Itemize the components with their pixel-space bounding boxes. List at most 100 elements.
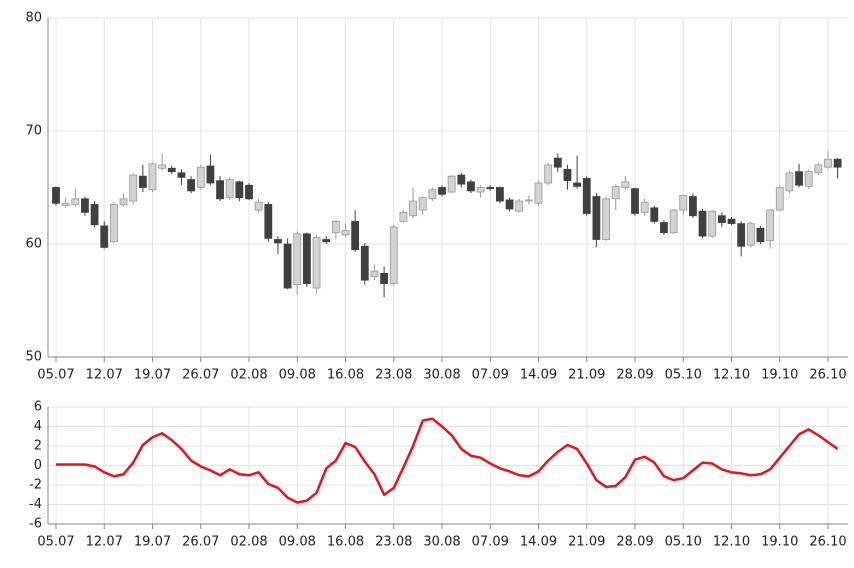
y-tick-label: -4 bbox=[29, 497, 42, 512]
candle-body bbox=[129, 174, 138, 202]
candle-body bbox=[824, 158, 832, 168]
x-tick-label: 02.08 bbox=[230, 535, 267, 550]
candle-body bbox=[756, 227, 765, 243]
x-tick-label: 16.08 bbox=[327, 368, 364, 383]
candle-body bbox=[573, 182, 581, 187]
x-tick-label: 12.10 bbox=[713, 535, 750, 550]
candle-body bbox=[708, 210, 717, 237]
candle-body bbox=[650, 207, 659, 222]
x-tick-label: 14.09 bbox=[520, 368, 557, 383]
x-tick-label: 30.08 bbox=[423, 535, 460, 550]
candle-body bbox=[187, 179, 196, 192]
candle-body bbox=[515, 200, 524, 212]
candle-body bbox=[370, 270, 379, 278]
candle-body bbox=[785, 172, 794, 192]
candle-body bbox=[727, 218, 736, 225]
candle-body bbox=[746, 223, 755, 246]
candle-body bbox=[119, 198, 128, 205]
y-tick-label: -6 bbox=[29, 517, 42, 532]
candle-body bbox=[553, 157, 562, 168]
candle-body bbox=[71, 198, 80, 205]
x-tick-label: 26.10 bbox=[809, 368, 846, 383]
x-tick-label: 09.08 bbox=[279, 368, 316, 383]
candle-body bbox=[775, 187, 784, 211]
candle-body bbox=[486, 187, 495, 190]
x-tick-label: 05.07 bbox=[37, 368, 74, 383]
x-tick-label: 09.08 bbox=[279, 535, 316, 550]
candle-body bbox=[737, 223, 746, 247]
candle-body bbox=[360, 245, 369, 281]
y-tick-label: 2 bbox=[34, 439, 42, 454]
candle-body bbox=[795, 171, 803, 186]
line-series bbox=[56, 417, 839, 504]
candle-body bbox=[563, 169, 572, 182]
x-tick-label: 07.09 bbox=[472, 535, 509, 550]
y-tick-label: -2 bbox=[29, 478, 42, 493]
x-tick-label: 12.10 bbox=[713, 368, 750, 383]
candle-body bbox=[100, 225, 109, 248]
candle-body bbox=[640, 201, 649, 213]
candle-body bbox=[167, 167, 176, 173]
x-tick-label: 26.07 bbox=[182, 368, 219, 383]
candle-body bbox=[669, 209, 678, 234]
x-tick-label: 26.10 bbox=[809, 535, 846, 550]
x-tick-label: 23.08 bbox=[375, 368, 412, 383]
x-tick-label: 19.10 bbox=[761, 535, 798, 550]
candle-body bbox=[534, 182, 543, 204]
candle-body bbox=[245, 184, 253, 200]
candle-body bbox=[804, 171, 813, 187]
candle-body bbox=[833, 158, 842, 168]
candle-body bbox=[177, 172, 186, 178]
x-tick-label: 14.09 bbox=[520, 535, 557, 550]
candle-body bbox=[52, 187, 60, 204]
candle-body bbox=[235, 181, 244, 199]
x-tick-label: 19.07 bbox=[134, 535, 171, 550]
candle-body bbox=[110, 204, 118, 243]
candle-body bbox=[138, 175, 147, 188]
x-tick-label: 05.10 bbox=[665, 535, 702, 550]
candle-body bbox=[322, 239, 331, 243]
candle-body bbox=[505, 199, 514, 210]
x-tick-label: 21.09 bbox=[568, 535, 605, 550]
candle-body bbox=[611, 185, 620, 200]
x-tick-label: 28.09 bbox=[616, 535, 653, 550]
x-tick-label: 30.08 bbox=[423, 368, 460, 383]
candle-body bbox=[81, 198, 89, 213]
candle-body bbox=[380, 272, 389, 284]
candle-body bbox=[717, 215, 726, 223]
x-tick-label: 12.07 bbox=[86, 535, 123, 550]
candle-body bbox=[409, 200, 417, 217]
candle-body bbox=[621, 181, 630, 188]
candle-body bbox=[196, 166, 205, 188]
y-tick-label: 4 bbox=[34, 419, 42, 434]
candle-body bbox=[467, 181, 475, 192]
candle-body bbox=[814, 164, 823, 174]
candle-body bbox=[302, 233, 311, 284]
candle-body bbox=[428, 189, 437, 200]
candle-body bbox=[524, 199, 533, 202]
y-tick-label: 60 bbox=[25, 237, 42, 252]
candle-body bbox=[438, 187, 446, 195]
candle-body bbox=[206, 165, 215, 184]
x-tick-label: 21.09 bbox=[568, 368, 605, 383]
candle-body bbox=[293, 233, 302, 286]
candle-body bbox=[766, 209, 774, 242]
candle-body bbox=[631, 188, 639, 214]
candle-body bbox=[457, 174, 466, 185]
y-tick-label: 6 bbox=[34, 400, 42, 415]
candle-body bbox=[331, 220, 340, 234]
x-tick-label: 23.08 bbox=[375, 535, 412, 550]
candle-body bbox=[158, 164, 167, 169]
candle-body bbox=[341, 230, 350, 236]
candle-body bbox=[698, 210, 707, 237]
candle-body bbox=[660, 222, 668, 234]
candle-body bbox=[544, 164, 553, 184]
candle-body bbox=[495, 187, 504, 202]
x-tick-label: 05.07 bbox=[37, 535, 74, 550]
candle-body bbox=[592, 196, 601, 240]
candle-body bbox=[476, 187, 485, 193]
x-tick-label: 07.09 bbox=[472, 368, 509, 383]
y-tick-label: 70 bbox=[25, 124, 42, 139]
y-tick-label: 80 bbox=[25, 11, 42, 26]
